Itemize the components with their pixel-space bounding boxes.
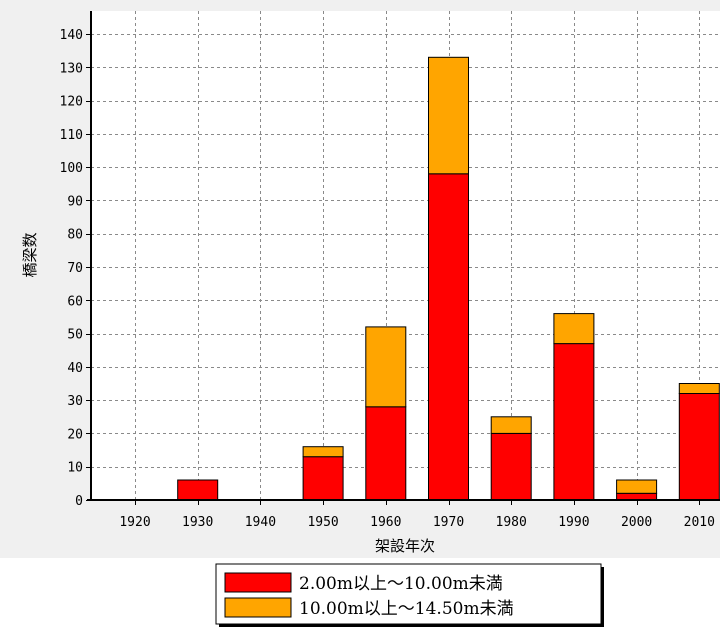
x-tick-label: 1980 xyxy=(496,515,527,530)
grid-lines xyxy=(91,11,720,500)
y-tick-label: 100 xyxy=(60,161,83,176)
legend: 2.00m以上～10.00m未満 10.00m以上～14.50m未満 xyxy=(215,563,604,627)
bar-segment-1 xyxy=(616,492,658,501)
y-tick-label: 90 xyxy=(67,194,83,209)
legend-swatch-2 xyxy=(224,597,292,618)
y-tick-label: 20 xyxy=(67,427,83,442)
bar-segment-2 xyxy=(302,446,344,458)
bar-segment-2 xyxy=(616,479,658,494)
y-tick-label: 30 xyxy=(67,394,83,409)
bar-segment-2 xyxy=(428,56,469,175)
x-tick-label: 1970 xyxy=(433,515,464,530)
y-tick-label: 50 xyxy=(67,328,83,343)
x-tick-label: 1950 xyxy=(307,515,338,530)
y-tick-label: 40 xyxy=(67,361,83,376)
bar-segment-2 xyxy=(490,416,532,434)
legend-label-1: 2.00m以上～10.00m未満 xyxy=(299,574,503,594)
y-tick-label: 130 xyxy=(60,61,83,76)
bar-segment-1 xyxy=(428,173,469,501)
y-tick-label: 80 xyxy=(67,228,83,243)
legend-swatch-1 xyxy=(224,572,292,593)
axes xyxy=(86,11,720,505)
x-tick-label: 2010 xyxy=(684,515,715,530)
legend-label-2: 10.00m以上～14.50m未満 xyxy=(299,599,514,619)
bar-segment-1 xyxy=(177,479,219,501)
x-axis-title: 架設年次 xyxy=(375,537,435,555)
y-tick-label: 140 xyxy=(60,28,83,43)
bar-segment-1 xyxy=(490,432,532,501)
bar-segment-1 xyxy=(302,456,344,501)
y-tick-label: 110 xyxy=(60,128,83,143)
x-tick-label: 2000 xyxy=(621,515,652,530)
y-tick-labels: 0 10 20 30 40 50 60 70 80 90 100 110 120 130 140 xyxy=(60,28,83,509)
x-tick-label: 1940 xyxy=(245,515,276,530)
x-tick-labels: 1920 1930 1940 1950 1960 1970 1980 1990 2000 2010 xyxy=(119,515,715,530)
y-tick-label: 60 xyxy=(67,294,83,309)
bar-segment-1 xyxy=(553,343,595,501)
y-tick-label: 70 xyxy=(67,261,83,276)
y-tick-label: 10 xyxy=(67,461,83,476)
y-tick-label: 0 xyxy=(75,494,83,509)
bar-segment-2 xyxy=(553,313,595,345)
y-tick-label: 120 xyxy=(60,95,83,110)
bar-segment-2 xyxy=(365,326,407,408)
x-tick-label: 1930 xyxy=(182,515,213,530)
bar-segment-2 xyxy=(678,383,720,394)
x-tick-label: 1960 xyxy=(370,515,401,530)
bar-segment-1 xyxy=(678,393,720,501)
x-tick-label: 1990 xyxy=(558,515,589,530)
y-axis-title: 橋梁数 xyxy=(21,232,39,277)
bar-segment-1 xyxy=(365,406,407,501)
x-tick-label: 1920 xyxy=(119,515,150,530)
